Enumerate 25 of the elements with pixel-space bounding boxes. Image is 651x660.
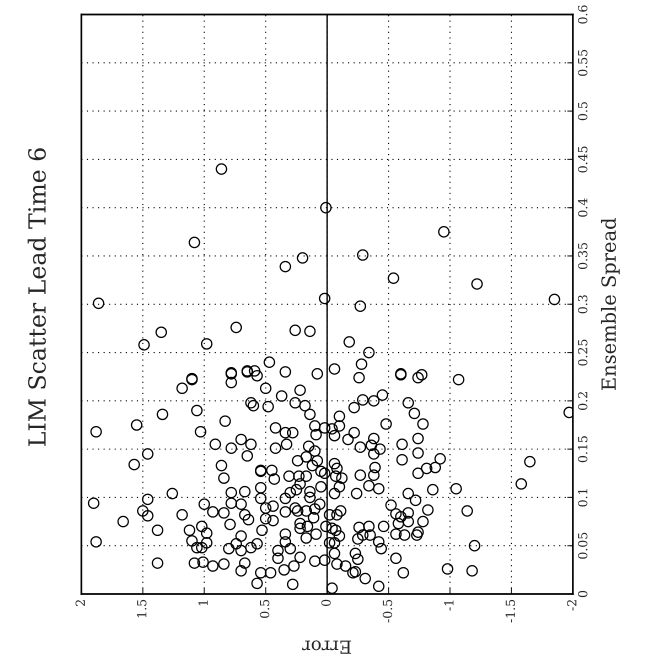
y-tick-label: 0.4 <box>578 198 588 217</box>
x-tick-label: 1 <box>198 600 208 606</box>
y-tick-label: 0.2 <box>578 392 588 410</box>
y-axis-title: Ensemble Spread <box>600 218 620 390</box>
x-axis-title: Error <box>302 640 352 654</box>
x-tick-label: -0.5 <box>382 600 392 622</box>
x-tick-label: -1.5 <box>506 600 516 622</box>
y-tick-label: 0.6 <box>578 5 588 24</box>
y-tick-label: 0.1 <box>578 489 588 507</box>
y-tick-label: 0.45 <box>578 146 588 172</box>
y-tick-label: 0.35 <box>578 243 588 270</box>
y-tick-label: 0.15 <box>578 436 588 462</box>
x-tick-label: 2 <box>76 600 85 606</box>
x-tick-label: 0.5 <box>260 600 270 618</box>
y-tick-label: 0.5 <box>578 102 588 120</box>
y-tick-label: 0.05 <box>578 532 588 559</box>
y-tick-label: 0.3 <box>578 295 588 314</box>
y-tick-label: 0.55 <box>578 50 588 76</box>
x-tick-label: 0 <box>321 600 331 606</box>
x-tick-label: -2 <box>567 600 576 610</box>
y-tick-label: 0.25 <box>578 340 588 366</box>
x-tick-label: -1 <box>444 600 454 610</box>
y-tick-label: 0 <box>578 590 588 598</box>
text: LIM Scatter Lead Time 6 <box>28 148 46 446</box>
x-tick-label: 1.5 <box>136 600 146 618</box>
